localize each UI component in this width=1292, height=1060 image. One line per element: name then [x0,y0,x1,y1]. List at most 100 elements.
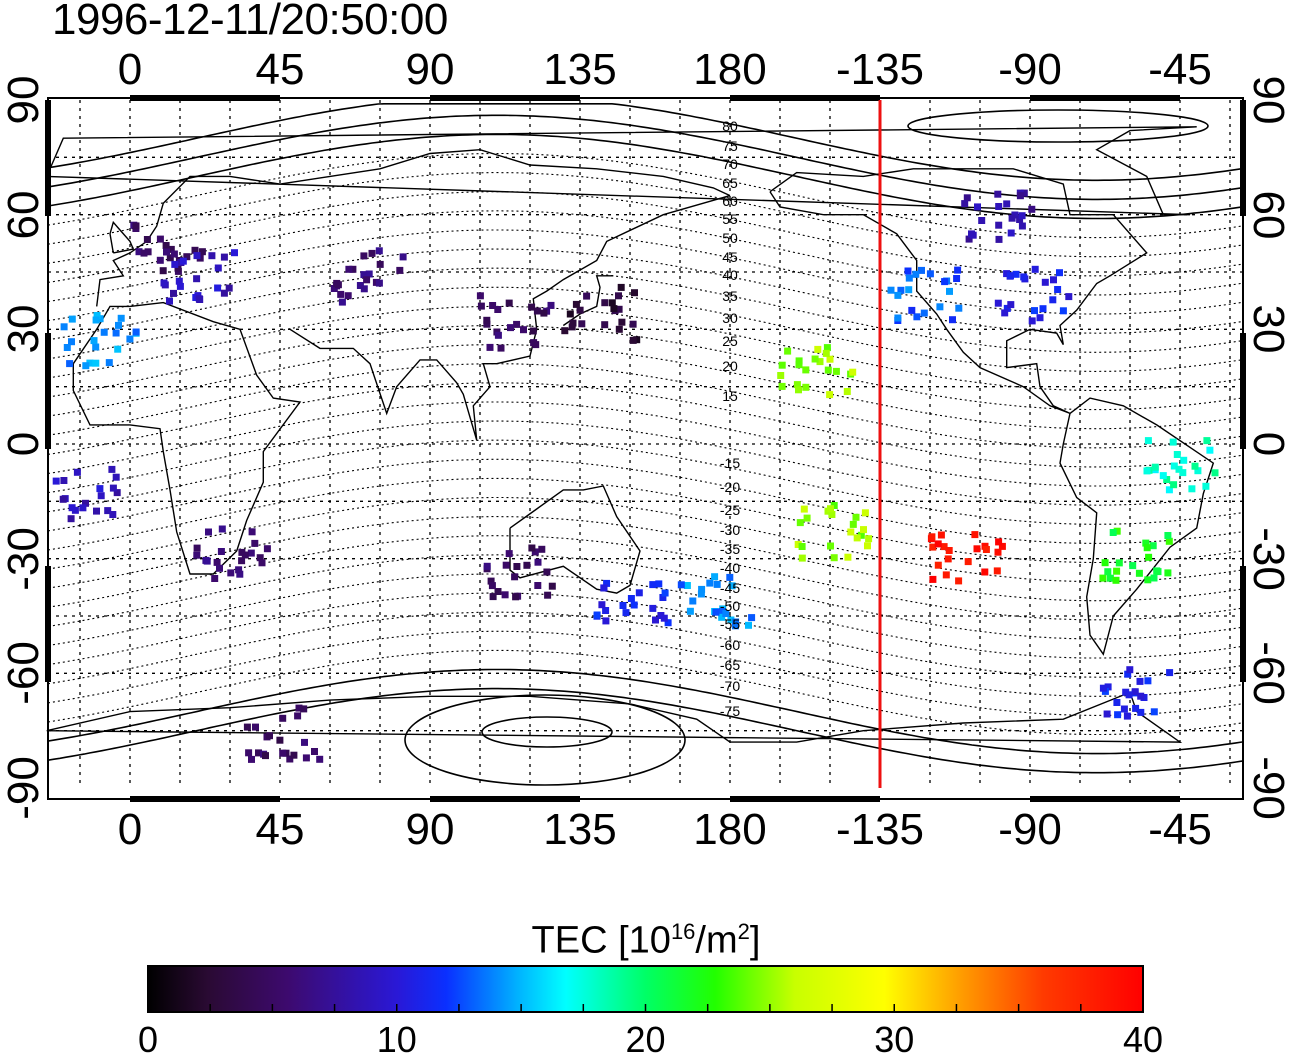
contour-labels: 80 75 70 65 60 55 50 45 40 35 30 25 20 15 -15 -20 -25 -30… [720,118,740,719]
tec-point [794,541,802,548]
tec-point [1114,711,1122,719]
tec-point [79,504,87,512]
tec-point [105,359,113,367]
contour-label: 40 [722,267,738,283]
tec-point [67,515,75,523]
tec-point [963,194,971,202]
tec-point [942,571,950,579]
tec-point [220,253,228,261]
tec-point [86,359,94,367]
tec-point [955,304,963,312]
tec-point [1170,481,1178,489]
tec-point [1112,576,1120,584]
tec-point [995,235,1003,243]
tec-point [994,299,1002,307]
lat-tick-left: -90 [0,756,48,820]
tec-point [795,386,802,394]
tec-point [1016,192,1024,200]
south-pole-oval-outer [404,694,686,786]
contour-label: 20 [722,358,738,374]
tec-point [241,551,249,559]
tec-point [1028,205,1036,213]
tec-point [561,327,569,335]
tec-point [969,231,977,239]
tec-point [1003,200,1011,208]
tec-point [718,613,726,621]
tec-point [619,602,627,609]
tec-point [940,543,948,551]
lat-tick-left: 30 [0,304,48,354]
tec-point [995,203,1003,210]
tec-point [193,544,201,552]
tec-point [176,282,184,290]
tec-point [399,253,407,261]
contour-label: 75 [722,138,738,154]
tec-point [160,279,168,287]
tec-point [649,604,657,612]
tec-point [266,732,273,740]
tec-point [156,235,164,243]
tec-point [66,360,74,368]
tec-point [726,573,734,581]
tec-point [162,242,170,249]
tec-point [603,579,611,587]
tec-point [617,283,625,291]
tec-point [1056,269,1063,277]
tec-point [368,249,376,257]
tec-point [211,575,219,582]
tec-point [1124,670,1132,678]
tec-point [784,347,792,355]
contour-label: 60 [722,193,738,209]
tec-point [255,749,262,757]
tec-point [1007,229,1015,237]
tec-point [1132,704,1140,712]
tec-point [1003,304,1011,312]
tec-point [618,318,626,326]
tec-point [126,335,134,343]
tec-point [489,593,497,601]
tec-point [995,221,1003,229]
tec-point [864,542,871,550]
tec-point [1104,568,1112,576]
tec-point [722,610,730,617]
tec-point [344,292,352,300]
tec-point [97,492,105,500]
contour-label: -70 [720,678,740,694]
tec-point [256,554,264,562]
tec-point [934,540,942,548]
tec-point [686,607,694,615]
tec-point [778,382,786,390]
tec-point [1007,272,1014,280]
tec-point [252,723,259,731]
tec-point [520,326,527,334]
coastline [96,148,731,307]
tec-point [1104,683,1112,691]
tec-point [1165,486,1173,494]
tec-point [533,307,541,315]
contour-label: 35 [722,288,738,304]
tec-point [689,597,697,605]
tec-point [179,257,187,265]
tec-point [598,601,606,609]
tec-point [217,548,225,555]
tec-point [262,752,269,760]
tec-point [920,309,928,317]
magnetic-contour [47,103,1243,182]
tec-point [583,292,591,300]
tec-point [566,310,574,318]
tec-point [263,545,271,553]
tec-point [1188,485,1196,493]
tec-point [68,504,76,512]
tec-point [52,477,60,485]
tec-point [1115,559,1123,567]
tec-point [193,252,201,260]
tec-point [631,289,638,297]
tec-point [1135,569,1143,577]
tec-point [1144,437,1152,445]
north-pole-oval [907,109,1209,143]
tec-point [1007,301,1015,309]
tec-point [203,557,211,565]
tec-point [93,507,100,515]
tec-point [1018,212,1026,220]
tec-point [198,248,206,256]
